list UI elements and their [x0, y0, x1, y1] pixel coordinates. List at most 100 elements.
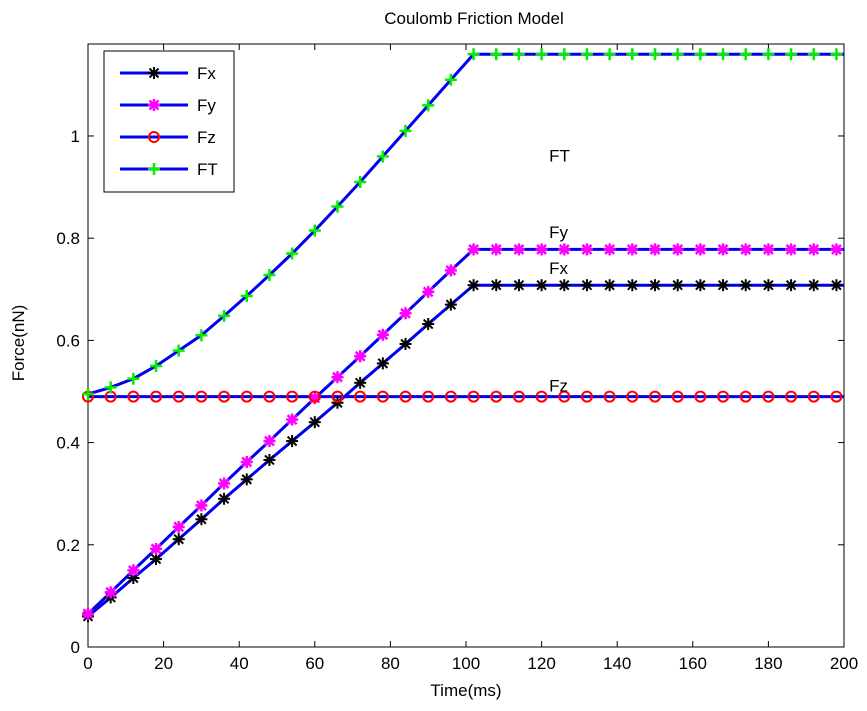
data-point-fx [717, 279, 730, 292]
data-point-fy [603, 243, 616, 256]
data-point-ft [717, 48, 730, 61]
data-point-ft [580, 48, 593, 61]
data-point-fx [490, 279, 503, 292]
chart-title: Coulomb Friction Model [384, 9, 564, 28]
data-point-fx [762, 279, 775, 292]
x-axis-label: Time(ms) [430, 681, 501, 700]
y-tick-label: 0.4 [56, 434, 80, 453]
data-point-fy [331, 371, 344, 384]
y-tick-label: 0 [71, 638, 80, 657]
legend-label-ft: FT [197, 160, 218, 179]
data-point-fx [558, 279, 571, 292]
data-point-fy [739, 243, 752, 256]
data-point-fz [467, 390, 480, 403]
data-point-fx [603, 279, 616, 292]
data-point-fz [649, 390, 661, 403]
data-point-fz [717, 390, 730, 403]
data-point-fz [422, 390, 435, 403]
data-point-fz [240, 390, 253, 403]
data-point-fy [649, 243, 661, 256]
data-point-fz [694, 390, 707, 403]
legend: Fx Fy Fz FT [103, 50, 235, 193]
data-point-fx [671, 279, 684, 292]
data-point-fx [444, 298, 457, 311]
data-point-fx [263, 453, 276, 466]
data-point-fy [150, 542, 163, 555]
series-line-fy [86, 247, 844, 615]
data-point-fz [739, 390, 752, 403]
data-point-fy [354, 350, 367, 363]
data-point-ft [127, 372, 140, 385]
data-point-fz [807, 390, 820, 403]
data-point-fx [739, 279, 752, 292]
data-point-ft [649, 48, 661, 61]
legend-marker-fy [148, 99, 160, 111]
data-point-fy [263, 435, 276, 448]
data-point-ft [490, 48, 503, 61]
data-point-fz [150, 390, 163, 403]
data-point-ft [308, 224, 321, 237]
plot-area: 0 20 40 60 80 100 120 140 160 180 200 0 0.2 0.4 0.6 0.8… [56, 43, 858, 673]
annotation-fy: Fy [549, 223, 568, 242]
data-point-fz [286, 390, 299, 403]
data-point-fz [399, 390, 412, 403]
x-tick-label: 140 [603, 654, 631, 673]
data-point-fx [376, 357, 389, 370]
y-tick-label: 0.2 [56, 536, 80, 555]
data-point-fy [558, 243, 571, 256]
data-point-fz [172, 390, 185, 403]
data-point-fx [785, 279, 798, 292]
data-point-ft [240, 289, 253, 302]
x-tick-label: 100 [452, 654, 480, 673]
data-point-fx [467, 279, 480, 292]
x-tick-label: 40 [230, 654, 249, 673]
data-point-fx [218, 492, 231, 505]
data-point-fz [263, 390, 276, 403]
data-point-fz [830, 390, 843, 403]
data-point-fx [807, 279, 820, 292]
y-axis-label: Force(nN) [9, 305, 28, 382]
data-point-fz [535, 390, 548, 403]
data-point-fz [785, 390, 798, 403]
data-point-fz [603, 390, 616, 403]
x-tick-label: 160 [679, 654, 707, 673]
data-point-fx [694, 279, 707, 292]
data-point-fz [580, 390, 593, 403]
data-point-fx [535, 279, 548, 292]
data-point-fy [82, 607, 94, 620]
x-tick-label: 180 [754, 654, 782, 673]
data-point-ft [82, 388, 94, 401]
data-point-fy [172, 520, 185, 533]
data-point-ft [694, 48, 707, 61]
data-point-fy [444, 264, 457, 277]
data-point-fy [580, 243, 593, 256]
data-point-ft [807, 48, 820, 61]
data-point-fz [558, 390, 571, 403]
data-point-fy [240, 456, 253, 469]
data-point-fy [376, 328, 389, 341]
data-point-ft [195, 329, 208, 342]
annotation-ft: FT [549, 147, 570, 166]
data-point-ft [104, 381, 117, 394]
legend-label-fy: Fy [197, 96, 216, 115]
legend-label-fz: Fz [197, 128, 216, 147]
data-point-fx [240, 473, 253, 486]
data-point-ft [172, 344, 185, 357]
data-point-fy [467, 243, 480, 256]
annotation-fx: Fx [549, 259, 568, 278]
data-point-ft [263, 268, 276, 281]
legend-marker-ft [148, 163, 160, 175]
data-point-fx [150, 553, 163, 566]
data-point-fy [626, 243, 639, 256]
data-point-ft [739, 48, 752, 61]
data-point-fx [195, 513, 208, 526]
data-point-fy [785, 243, 798, 256]
data-point-fy [104, 586, 117, 599]
series-markers [82, 48, 843, 623]
data-point-fz [671, 390, 684, 403]
legend-marker-fz [148, 131, 160, 143]
data-point-fz [127, 390, 140, 403]
data-point-fx [626, 279, 639, 292]
data-point-fz [626, 390, 639, 403]
x-tick-label: 60 [305, 654, 324, 673]
